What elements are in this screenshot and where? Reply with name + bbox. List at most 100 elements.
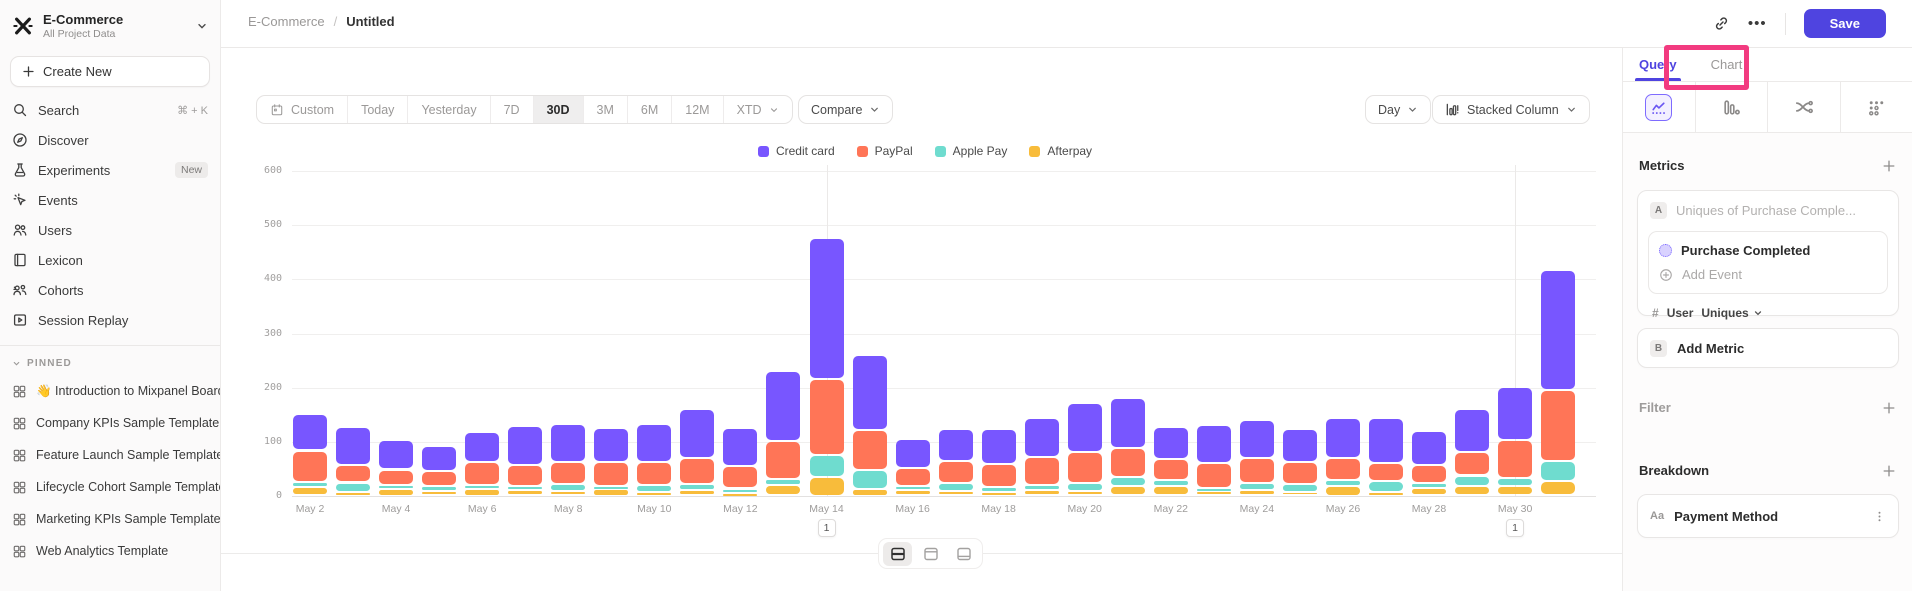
sidebar-item-search[interactable]: Search ⌘ + K	[0, 95, 220, 125]
bar-segment-paypal[interactable]	[1282, 462, 1317, 484]
bar-segment-paypal[interactable]	[1412, 465, 1446, 482]
bar-segment-afterpay[interactable]	[551, 492, 586, 495]
bar-segment-afterpay[interactable]	[852, 490, 887, 495]
bar-segment-apple-pay[interactable]	[1067, 484, 1102, 490]
bar-segment-afterpay[interactable]	[1369, 493, 1403, 496]
bar-segment-apple-pay[interactable]	[336, 483, 370, 492]
bar-segment-afterpay[interactable]	[1067, 491, 1102, 495]
bar-segment-apple-pay[interactable]	[852, 471, 887, 488]
bar-segment-paypal[interactable]	[293, 451, 327, 481]
event-row[interactable]: Purchase Completed	[1649, 236, 1887, 265]
layout-bottom-button[interactable]	[949, 542, 978, 566]
metric-a-header[interactable]: A Uniques of Purchase Comple...	[1638, 191, 1898, 223]
bar-segment-credit-card[interactable]	[379, 440, 414, 469]
pinned-board-item[interactable]: Web Analytics Template	[0, 535, 220, 567]
bar-segment-paypal[interactable]	[1326, 458, 1360, 479]
bar-segment-afterpay[interactable]	[1110, 487, 1145, 495]
legend-item-apple-pay[interactable]: Apple Pay	[934, 144, 1007, 158]
bar-segment-apple-pay[interactable]	[938, 484, 973, 491]
flows-tab[interactable]	[1768, 82, 1841, 132]
bar-segment-afterpay[interactable]	[379, 489, 414, 495]
range-6m[interactable]: 6M	[628, 96, 673, 123]
bar-segment-apple-pay[interactable]	[1153, 480, 1188, 486]
sidebar-item-events[interactable]: Events	[0, 185, 220, 215]
bar-segment-apple-pay[interactable]	[379, 486, 414, 488]
range-12m[interactable]: 12M	[672, 96, 724, 123]
range-7d[interactable]: 7D	[491, 96, 534, 123]
bar-segment-credit-card[interactable]	[1153, 427, 1188, 458]
tab-query[interactable]: Query	[1635, 48, 1681, 81]
sidebar-item-lexicon[interactable]: Lexicon	[0, 245, 220, 275]
bar-segment-afterpay[interactable]	[1153, 487, 1188, 495]
compare-button[interactable]: Compare	[798, 95, 894, 124]
bar-segment-credit-card[interactable]	[594, 429, 629, 461]
add-filter-plus-icon[interactable]	[1882, 401, 1896, 415]
measurement-selector[interactable]: # User Uniques	[1638, 302, 1898, 330]
bar-segment-apple-pay[interactable]	[508, 487, 543, 490]
bar-segment-afterpay[interactable]	[508, 491, 543, 495]
add-metric-plus-icon[interactable]	[1882, 159, 1896, 173]
retention-tab[interactable]	[1841, 82, 1912, 132]
bar-segment-apple-pay[interactable]	[1498, 479, 1533, 486]
bar-segment-paypal[interactable]	[1196, 464, 1231, 487]
granularity-select[interactable]: Day	[1365, 95, 1432, 124]
bar-segment-credit-card[interactable]	[938, 429, 973, 461]
add-metric-card[interactable]: B Add Metric	[1637, 328, 1899, 368]
bar-segment-paypal[interactable]	[594, 462, 629, 486]
bar-segment-afterpay[interactable]	[637, 493, 672, 496]
copy-link-icon[interactable]	[1713, 15, 1730, 32]
bar-segment-paypal[interactable]	[938, 462, 973, 483]
layout-split-button[interactable]	[883, 541, 912, 566]
range-custom[interactable]: Custom	[257, 96, 349, 123]
create-new-button[interactable]: Create New	[10, 56, 210, 87]
bar-segment-apple-pay[interactable]	[1455, 476, 1490, 486]
kebab-menu-icon[interactable]	[1873, 510, 1886, 523]
annotation-badge[interactable]: 1	[817, 519, 836, 537]
tab-chart[interactable]: Chart	[1710, 57, 1743, 72]
annotation-badge[interactable]: 1	[1506, 519, 1525, 537]
bar-segment-credit-card[interactable]	[1412, 431, 1446, 464]
bar-segment-credit-card[interactable]	[336, 428, 370, 464]
bar-segment-paypal[interactable]	[1369, 464, 1403, 480]
bar-segment-paypal[interactable]	[809, 380, 844, 454]
bar-segment-afterpay[interactable]	[1455, 487, 1490, 495]
bar-segment-credit-card[interactable]	[551, 424, 586, 461]
pinned-board-item[interactable]: Company KPIs Sample Template	[0, 407, 220, 439]
bar-segment-afterpay[interactable]	[1498, 487, 1533, 495]
project-switcher[interactable]: E-Commerce All Project Data	[0, 0, 220, 46]
bar-segment-afterpay[interactable]	[293, 488, 327, 495]
bar-segment-credit-card[interactable]	[766, 371, 801, 441]
bar-segment-afterpay[interactable]	[1196, 491, 1231, 495]
bar-segment-afterpay[interactable]	[1239, 491, 1274, 495]
bar-segment-apple-pay[interactable]	[1282, 485, 1317, 491]
bar-segment-apple-pay[interactable]	[594, 487, 629, 490]
breadcrumb-project[interactable]: E-Commerce	[248, 14, 325, 29]
bar-segment-apple-pay[interactable]	[981, 487, 1016, 492]
bar-segment-apple-pay[interactable]	[637, 485, 672, 492]
range-3m[interactable]: 3M	[584, 96, 628, 123]
legend-item-afterpay[interactable]: Afterpay	[1029, 144, 1092, 158]
bar-segment-credit-card[interactable]	[723, 428, 758, 465]
bar-segment-paypal[interactable]	[379, 470, 414, 485]
insights-tab[interactable]	[1623, 82, 1696, 132]
bar-segment-afterpay[interactable]	[981, 493, 1016, 496]
sidebar-item-users[interactable]: Users	[0, 215, 220, 245]
sidebar-item-experiments[interactable]: Experiments New	[0, 155, 220, 185]
bar-segment-apple-pay[interactable]	[1024, 485, 1059, 490]
bar-segment-credit-card[interactable]	[680, 409, 715, 457]
pinned-board-item[interactable]: 👋 Introduction to Mixpanel Board	[0, 375, 220, 407]
bar-segment-afterpay[interactable]	[1541, 481, 1576, 495]
bar-segment-paypal[interactable]	[1239, 458, 1274, 483]
save-button[interactable]: Save	[1803, 9, 1886, 38]
bar-segment-afterpay[interactable]	[895, 491, 930, 495]
bar-segment-paypal[interactable]	[1455, 452, 1490, 475]
legend-item-paypal[interactable]: PayPal	[856, 144, 913, 158]
bar-segment-credit-card[interactable]	[1196, 426, 1231, 462]
bar-segment-afterpay[interactable]	[1282, 492, 1317, 495]
bar-segment-paypal[interactable]	[1110, 449, 1145, 476]
bar-segment-credit-card[interactable]	[1110, 398, 1145, 448]
sidebar-item-discover[interactable]: Discover	[0, 125, 220, 155]
bar-segment-paypal[interactable]	[508, 465, 543, 486]
bar-segment-paypal[interactable]	[723, 466, 758, 488]
bar-segment-afterpay[interactable]	[1024, 491, 1059, 495]
